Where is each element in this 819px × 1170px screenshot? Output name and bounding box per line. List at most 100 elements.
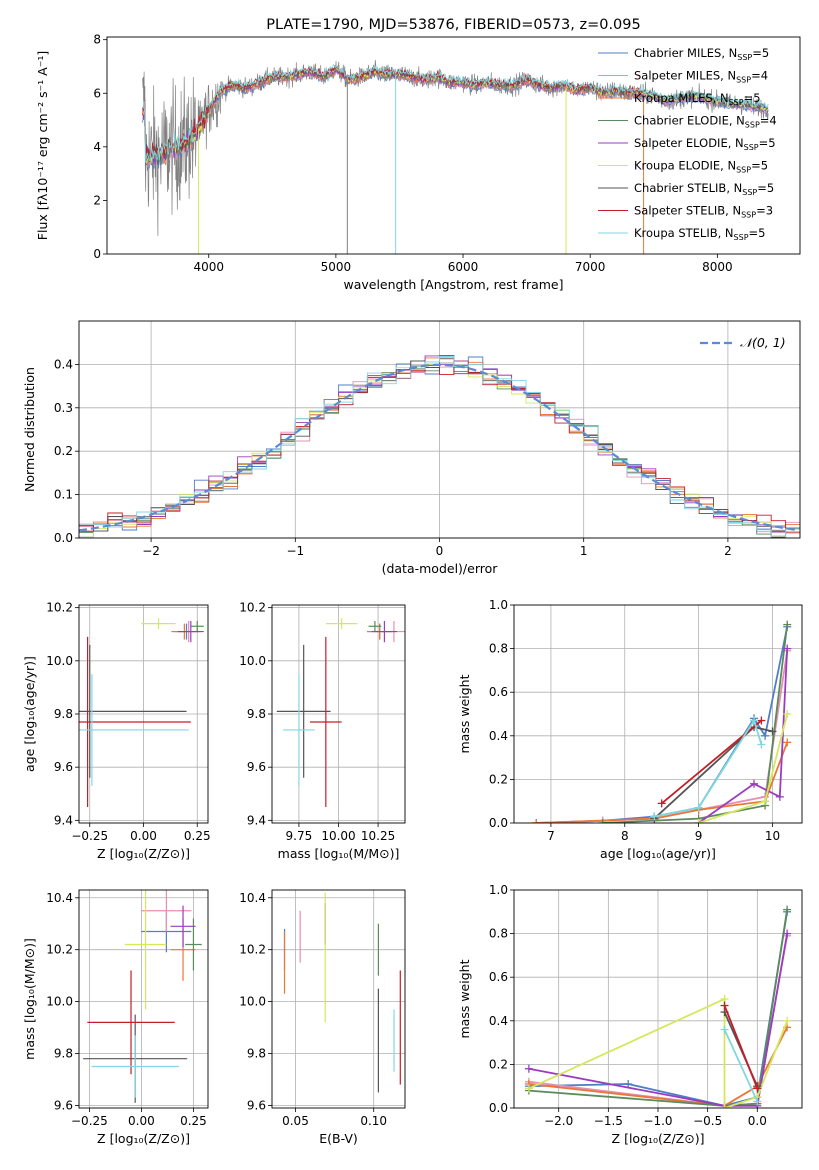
y-tick-label: 10.2 [46, 943, 73, 957]
legend-sub: SSP [736, 166, 751, 175]
legend-sep: , N [718, 226, 734, 240]
weight-point [720, 1025, 729, 1034]
legend-nssp: 5 [762, 46, 769, 60]
weight-point [694, 819, 703, 823]
legend-nssp: 5 [758, 226, 765, 240]
y-tick-label: 10.4 [46, 891, 73, 905]
y-tick-label: 9.8 [247, 707, 266, 721]
legend-sep: , N [720, 159, 736, 173]
y-tick-label: 0.6 [489, 970, 508, 984]
weight-point [757, 740, 766, 749]
legend-label: Salpeter STELIB, NSSP=3 [634, 204, 773, 220]
legend-sub: SSP [744, 143, 759, 152]
legend-sub: SSP [729, 98, 744, 107]
y-tick-label: 0.2 [489, 772, 508, 786]
y-tick-label: 10.0 [46, 654, 73, 668]
legend-label: Kroupa ELODIE, NSSP=5 [634, 159, 768, 175]
y-tick-label: 10.2 [239, 601, 266, 615]
weight-point [783, 929, 792, 938]
y-tick-label: 10.4 [239, 891, 266, 905]
chart-title: PLATE=1790, MJD=53876, FIBERID=0573, z=0… [266, 17, 640, 33]
x-tick-label: 0.05 [282, 1114, 309, 1128]
legend-eq: = [756, 204, 766, 218]
y-tick-label: 10.0 [239, 654, 266, 668]
x-tick-label: 9 [695, 829, 703, 843]
axes-frame [78, 320, 801, 539]
legend-nssp: 4 [769, 114, 776, 128]
weight-point [524, 1064, 533, 1073]
y-tick-label: 1.0 [489, 598, 508, 612]
axes-frame [271, 889, 406, 1109]
spectrum-model-line [142, 65, 644, 160]
weight-line [528, 933, 788, 1107]
y-tick-label: 0.0 [54, 531, 73, 545]
legend-sep: , N [713, 91, 729, 105]
weight-line [602, 624, 789, 823]
weight-point [694, 803, 703, 812]
weight-point [783, 905, 792, 914]
legend-name: Chabrier MILES [634, 46, 721, 60]
weight-point [720, 1104, 729, 1108]
legend-label: Chabrier MILES, NSSP=5 [634, 46, 769, 62]
spectrum-model-line [142, 63, 769, 163]
panel-age_vs_Z: −0.25 0.00 0.25 9.4 9.6 9.8 10.0 10.2 Z [log₁₀(Z… [22, 601, 211, 861]
y-axis-label: mass weight [457, 959, 472, 1038]
axes-frame [271, 604, 406, 824]
legend-sep: , N [725, 204, 741, 218]
weight-point [750, 716, 758, 725]
weight-point [783, 644, 792, 653]
legend-sub: SSP [742, 188, 757, 197]
y-tick-label: 10.0 [46, 995, 73, 1009]
y-tick-label: 1.0 [489, 883, 508, 897]
weight-point [753, 1084, 762, 1093]
x-tick-label: 0.25 [180, 1114, 207, 1128]
x-tick-label: −2 [142, 544, 160, 558]
x-tick-label: 7000 [575, 260, 606, 274]
x-tick-label: 6000 [448, 260, 479, 274]
weight-line [528, 997, 788, 1108]
x-tick-label: −0.25 [71, 829, 108, 843]
y-tick-label: 0.3 [54, 401, 73, 415]
y-tick-label: 9.6 [54, 760, 73, 774]
weight-point [783, 620, 792, 629]
y-tick-label: 0 [93, 247, 101, 261]
legend-nssp: 5 [761, 159, 768, 173]
legend-name: Salpeter MILES [634, 69, 720, 83]
weight-line [528, 909, 788, 1107]
y-tick-label: 10.0 [239, 995, 266, 1009]
legend-sub: SSP [736, 76, 751, 85]
axes-frame [106, 36, 801, 255]
panel-mass_vs_ebv: 0.05 0.10 9.6 9.8 10.0 10.2 10.4 E(B-V) [239, 889, 406, 1146]
x-axis-label: (data-model)/error [382, 561, 499, 576]
weight-point [657, 799, 666, 808]
y-tick-label: 0.0 [489, 1101, 508, 1115]
y-tick-label: 0.4 [54, 357, 73, 371]
x-tick-label: −1 [286, 544, 304, 558]
x-tick-label: −0.25 [71, 1114, 108, 1128]
legend-name: Salpeter ELODIE [634, 136, 728, 150]
y-axis-label: mass weight [457, 674, 472, 753]
x-tick-label: 0.10 [360, 1114, 387, 1128]
weight-point [775, 792, 784, 801]
y-tick-label: 9.4 [54, 813, 73, 827]
x-tick-label: 2 [724, 544, 732, 558]
y-tick-label: 0.8 [489, 927, 508, 941]
legend-sep: , N [720, 69, 736, 83]
legend-nssp: 4 [761, 69, 768, 83]
x-tick-label: 0.00 [130, 829, 157, 843]
y-tick-label: 10.2 [46, 601, 73, 615]
weight-line [698, 648, 789, 823]
legend-label: Salpeter MILES, NSSP=4 [634, 69, 768, 85]
y-tick-label: 9.8 [247, 1047, 266, 1061]
legend-name: Chabrier STELIB [634, 181, 726, 195]
legend-nssp: 5 [767, 181, 774, 195]
x-tick-label: 4000 [193, 260, 224, 274]
legend-eq: = [760, 114, 770, 128]
legend-label: Chabrier ELODIE, NSSP=4 [634, 114, 777, 130]
legend-name: Kroupa MILES [634, 91, 713, 105]
x-tick-label: 10.25 [361, 829, 395, 843]
panel-spectrum: 4000 5000 6000 7000 8000 0 2 4 6 8 wavelength [Ang… [35, 17, 801, 292]
plot-area-mass_vs_Z [79, 890, 208, 1108]
x-tick-label: −1.0 [643, 1114, 672, 1128]
axes-frame [78, 604, 209, 824]
